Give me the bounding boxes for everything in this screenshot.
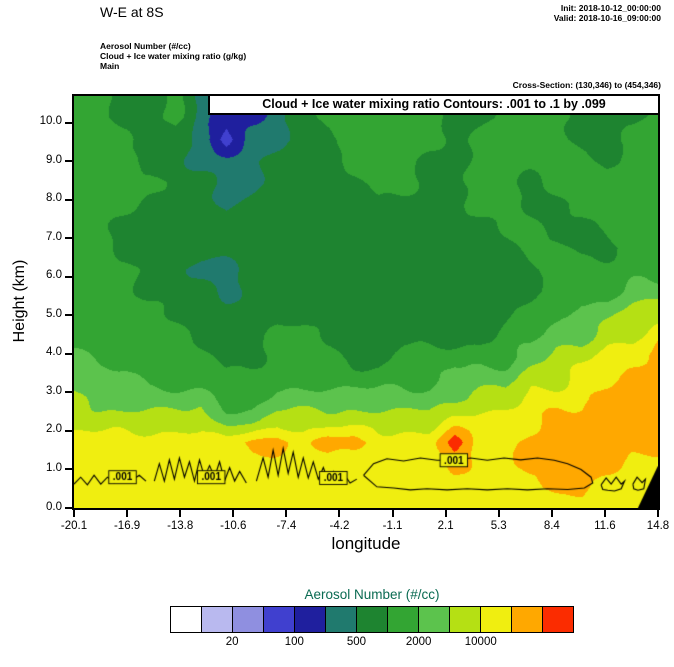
legend-swatch [418,607,449,632]
legend-swatch [542,607,573,632]
init-time: Init: 2018-10-12_00:00:00 [560,3,661,13]
legend-title: Aerosol Number (#/cc) [304,587,440,602]
legend-colorbar [170,606,574,633]
legend-swatch [171,607,201,632]
legend-swatch [356,607,387,632]
y-tick-mark [65,160,72,163]
x-tick-mark [126,510,129,517]
x-tick-label: -10.6 [220,520,247,532]
legend-tick-label: 500 [346,636,367,648]
x-tick-label: -1.1 [382,520,403,532]
legend-swatch [201,607,232,632]
y-tick-label: 10.0 [39,115,62,128]
legend-tick-label: 2000 [405,636,432,648]
x-tick-mark [497,510,500,517]
y-tick-mark [65,507,72,509]
field-label-main: Main [100,61,120,71]
x-tick-label: 11.6 [594,520,616,532]
x-tick-mark [657,510,659,517]
x-tick-mark [232,510,235,517]
y-tick-label: 2.0 [46,423,62,436]
legend-swatch [325,607,356,632]
x-tick-label: -13.8 [167,520,194,532]
legend-swatch [232,607,263,632]
y-tick-label: 7.0 [46,230,62,243]
legend-tick-label: 10000 [464,636,497,648]
page-title: W-E at 8S [100,4,164,20]
y-tick-mark [65,237,72,240]
y-tick-label: 1.0 [46,461,62,474]
legend-labels: 20 100 500 2000 10000 [170,636,574,652]
x-tick-mark [179,510,182,517]
y-tick-mark [65,352,72,355]
legend-tick-label: 20 [225,636,239,648]
x-tick-mark [338,510,341,517]
x-tick-label: 8.4 [543,520,560,532]
y-tick-mark [65,121,72,124]
legend-swatch [511,607,542,632]
x-tick-mark [444,510,447,517]
legend-swatch [294,607,325,632]
y-tick-label: 5.0 [46,307,62,320]
y-tick-mark [65,468,72,471]
y-tick-label: 0.0 [46,500,62,513]
legend-swatch [387,607,418,632]
y-tick-mark [65,314,72,317]
y-tick-mark [65,391,72,394]
y-tick-label: 8.0 [46,192,62,205]
y-tick-mark [65,429,72,432]
x-tick-mark [603,510,606,517]
x-tick-mark [550,510,553,517]
x-tick-label: 5.3 [490,520,507,532]
legend-tick-label: 100 [284,636,304,648]
x-axis-label: longitude [331,534,401,553]
x-tick-label: 2.1 [437,520,454,532]
x-tick-label: -7.4 [276,520,297,532]
field-label-cloud: Cloud + Ice water mixing ratio (g/kg) [100,51,247,61]
contour-caption: Cloud + Ice water mixing ratio Contours:… [208,94,660,115]
y-tick-label: 6.0 [46,269,62,282]
x-tick-mark [391,510,394,517]
legend-swatch [449,607,480,632]
field-label-aerosol: Aerosol Number (#/cc) [100,41,191,51]
x-tick-label: -20.1 [60,520,88,532]
contour-field-canvas [74,96,658,508]
x-tick-mark [285,510,288,517]
y-tick-mark [65,198,72,201]
plot-area: Cloud + Ice water mixing ratio Contours:… [72,94,660,510]
x-tick-label: -16.9 [113,520,141,532]
x-tick-mark [73,510,75,517]
y-tick-label: 4.0 [46,346,62,359]
x-axis-ticks: -20.1 -16.9 -13.8 -10.6 -7.4 -4.2 -1.1 2.1 5.3 8.… [61,510,669,544]
legend-swatch [263,607,294,632]
x-tick-label: -4.2 [329,520,350,532]
valid-time: Valid: 2018-10-16_09:00:00 [553,13,661,23]
y-axis-ticks: 0.0 1.0 2.0 3.0 4.0 5.0 6.0 7.0 8.0 9.0 10.0 [0,94,72,513]
x-tick-label: 14.8 [646,520,670,532]
cross-section-label: Cross-Section: (130,346) to (454,346) [512,80,661,90]
y-tick-mark [65,275,72,278]
legend-swatch [480,607,511,632]
y-tick-label: 3.0 [46,384,62,397]
y-tick-label: 9.0 [46,153,62,166]
